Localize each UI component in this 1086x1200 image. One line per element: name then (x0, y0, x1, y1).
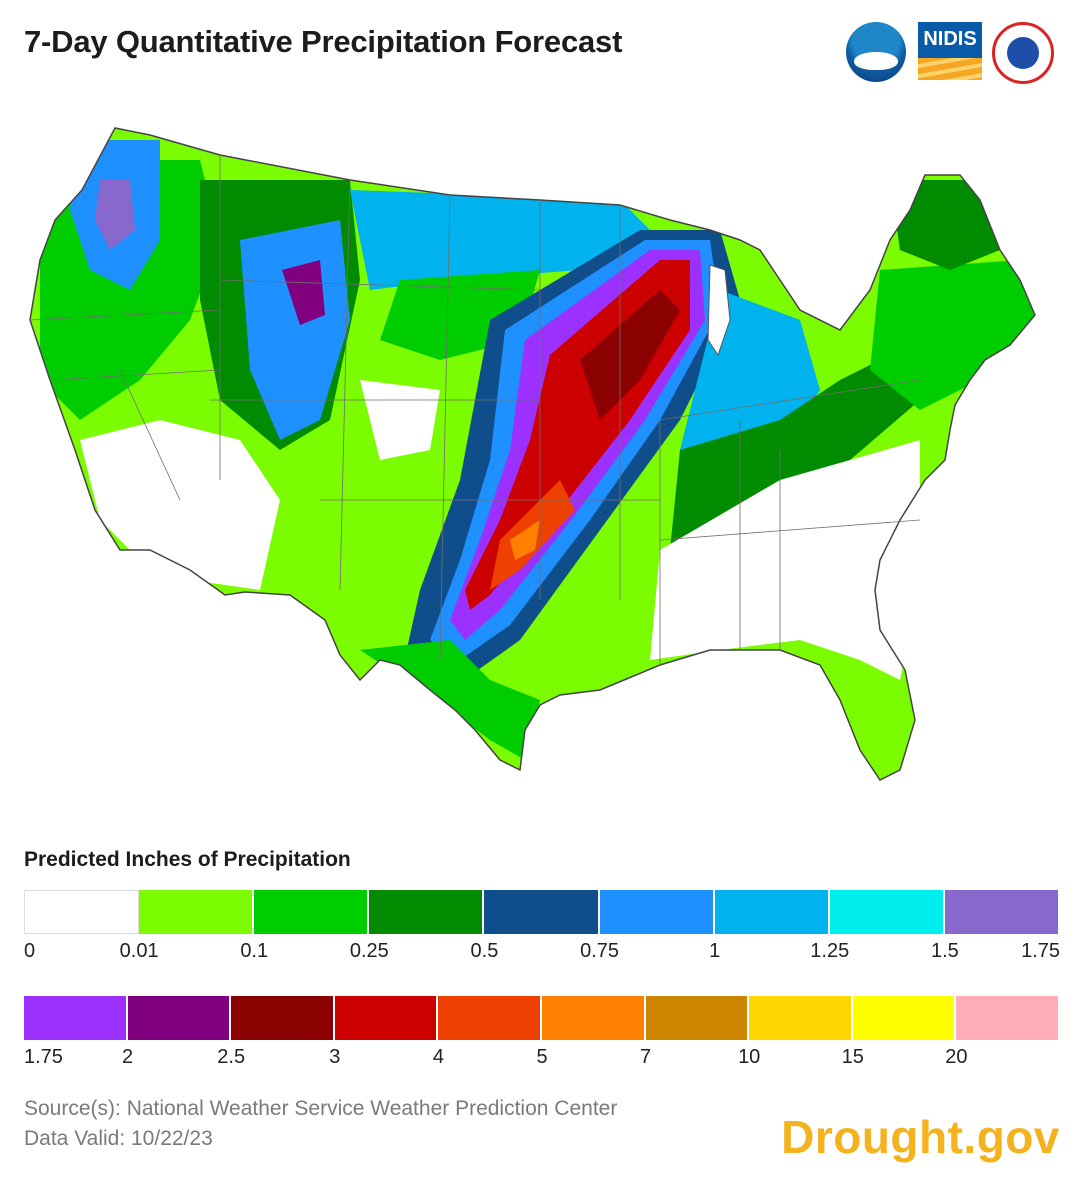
legend-tick-label: 1.75 (24, 1046, 63, 1068)
legend-tick-label: 0.75 (580, 940, 620, 962)
legend-tick-label: 0.1 (240, 940, 269, 962)
legend-title: Predicted Inches of Precipitation (24, 848, 351, 871)
legend-swatch (254, 890, 370, 934)
legend-tick-label: 7 (640, 1046, 652, 1068)
legend-tick-label: 3 (329, 1046, 341, 1068)
legend-swatch (139, 890, 255, 934)
legend-swatch (714, 890, 830, 934)
precipitation-map (29, 127, 1036, 781)
legend-tick-label: 4 (432, 1046, 444, 1068)
legend-swatch (334, 996, 439, 1040)
nws-logo-icon (992, 22, 1054, 84)
northeast-green-region (870, 260, 1035, 410)
state-line (659, 379, 921, 421)
legend-tick-label: 0.25 (349, 940, 389, 962)
legend-tick-label: 0.5 (470, 940, 499, 962)
legend-row-2 (24, 996, 1060, 1040)
logo-group: NIDIS (846, 14, 1066, 90)
page-title: 7-Day Quantitative Precipitation Forecas… (24, 24, 623, 59)
legend-swatch (24, 996, 128, 1040)
legend-tick-label: 2.5 (217, 1046, 246, 1068)
rockies-purple-region (282, 260, 325, 325)
legend-tick-label: 10 (738, 1046, 761, 1068)
legend-swatch (749, 996, 853, 1040)
legend-swatch (24, 890, 140, 934)
lake-michigan-shape (707, 264, 731, 357)
legend-swatch (231, 996, 335, 1040)
legend-swatch (369, 890, 485, 934)
ohio-valley-green-region (670, 350, 920, 550)
state-line (659, 519, 921, 541)
drought-gov-brand[interactable]: Drought.gov (781, 1111, 1060, 1163)
legend-tick-label: 0.01 (119, 940, 159, 962)
legend-swatch (852, 996, 957, 1040)
state-lines (29, 155, 921, 665)
oklahoma-orange-core (510, 520, 540, 560)
legend-ticks-2: 1.75 2 2.5 3 4 5 7 10 15 20 (24, 1046, 1060, 1072)
legend-swatch (438, 996, 542, 1040)
legend-swatch (541, 996, 646, 1040)
legend-swatch (956, 996, 1060, 1040)
state-line (29, 309, 221, 321)
nidis-logo-text: NIDIS (923, 28, 977, 50)
valid-date-text: Data Valid: 10/22/23 (24, 1127, 213, 1150)
state-line (439, 194, 451, 661)
legend-tick-label: 1.5 (930, 940, 959, 962)
legend-tick-label: 20 (945, 1046, 968, 1068)
legend-swatch (127, 996, 232, 1040)
legend-swatch (599, 890, 715, 934)
legend-tick-label: 1.75 (1021, 940, 1060, 962)
noaa-wave-shape (854, 52, 898, 70)
legend-tick-label: 15 (841, 1046, 864, 1068)
legend-row-1 (24, 890, 1060, 934)
us-outline (29, 127, 1036, 781)
legend-tick-label: 0 (24, 940, 36, 962)
southwest-dry-region (80, 420, 280, 590)
state-line (339, 179, 351, 591)
legend-ticks-1: 0 0.01 0.1 0.25 0.5 0.75 1 1.25 1.5 1.75 (24, 940, 1060, 966)
state-line (219, 279, 541, 291)
legend-swatch (645, 996, 750, 1040)
nidis-logo-band (918, 58, 982, 80)
legend-swatch (944, 890, 1060, 934)
legend-swatch (829, 890, 945, 934)
legend-tick-label: 1.25 (810, 940, 850, 962)
southeast-dry-region (650, 440, 920, 680)
northwest-lavender-region (95, 180, 135, 250)
legend-swatch (484, 890, 600, 934)
new-england-dark-green-region (890, 180, 1000, 270)
noaa-logo-icon (846, 22, 906, 82)
state-line (49, 369, 221, 381)
midwest-dark-red-core (580, 290, 680, 420)
nws-logo-center (1007, 37, 1039, 69)
rockies-blue-region (240, 220, 350, 440)
legend-tick-label: 2 (122, 1046, 134, 1068)
state-line (119, 369, 181, 501)
source-text: Source(s): National Weather Service Weat… (24, 1097, 618, 1120)
nidis-logo-icon: NIDIS (918, 22, 982, 80)
source-block: Source(s): National Weather Service Weat… (24, 1094, 617, 1154)
legend-tick-label: 1 (709, 940, 721, 962)
legend-tick-label: 5 (536, 1046, 548, 1068)
